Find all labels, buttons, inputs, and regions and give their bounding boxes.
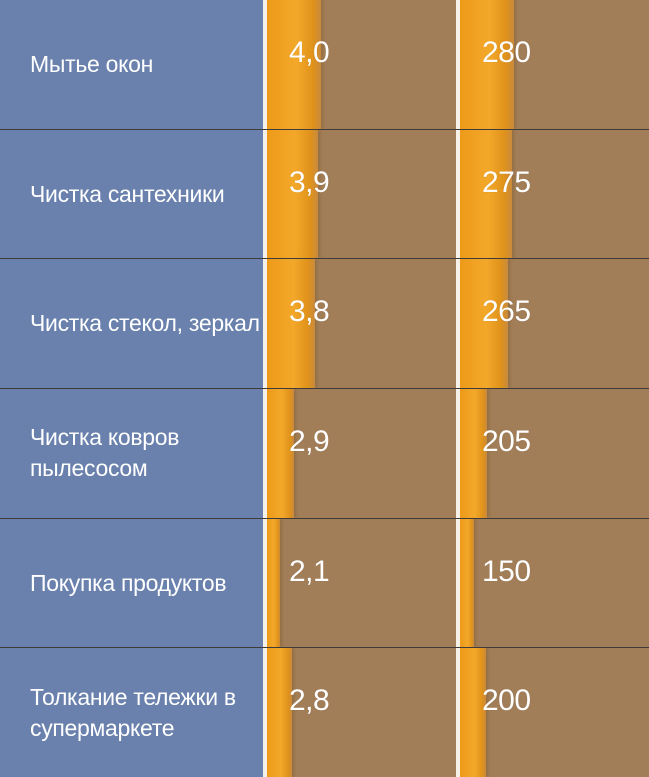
column-divider xyxy=(263,518,267,648)
value1-cell: 3,9 xyxy=(267,129,456,259)
table-row: Покупка продуктов 2,1 150 xyxy=(0,518,649,649)
table-row: Мытье окон 4,0 280 xyxy=(0,0,649,130)
value2-label: 265 xyxy=(482,295,531,329)
row-label: Чистка сантехники xyxy=(0,129,263,259)
table-row: Толкание тележки в супермаркете 2,8 200 xyxy=(0,648,649,777)
value2-label: 205 xyxy=(482,425,531,459)
column-divider xyxy=(263,0,267,129)
value1-bar xyxy=(267,259,315,389)
value1-cell: 4,0 xyxy=(267,0,456,129)
row-label: Чистка стекол, зеркал xyxy=(0,259,263,389)
column-divider xyxy=(263,648,267,777)
column-divider xyxy=(456,518,460,648)
row-label: Мытье окон xyxy=(0,0,263,129)
value1-bar xyxy=(267,0,321,129)
table-row: Чистка сантехники 3,9 275 xyxy=(0,129,649,260)
row-label: Чистка ковров пылесосом xyxy=(0,389,263,518)
value1-cell: 2,9 xyxy=(267,389,456,518)
value2-label: 150 xyxy=(482,554,531,588)
column-divider xyxy=(456,389,460,518)
column-divider xyxy=(263,389,267,518)
value2-cell: 280 xyxy=(460,0,649,129)
value2-label: 200 xyxy=(482,684,531,718)
value2-cell: 205 xyxy=(460,389,649,518)
value1-bar xyxy=(267,648,292,777)
value2-bar xyxy=(460,0,514,129)
value1-bar xyxy=(267,129,318,259)
value1-label: 2,1 xyxy=(289,554,330,588)
value1-cell: 2,8 xyxy=(267,648,456,777)
value2-bar xyxy=(460,259,508,389)
value1-label: 4,0 xyxy=(289,36,330,69)
column-divider xyxy=(456,648,460,777)
value1-bar xyxy=(267,518,280,648)
column-divider xyxy=(456,259,460,389)
column-divider xyxy=(263,259,267,389)
value2-label: 280 xyxy=(482,36,531,69)
column-divider xyxy=(263,129,267,259)
value2-bar xyxy=(460,518,474,648)
value2-bar xyxy=(460,389,487,518)
value1-label: 2,9 xyxy=(289,425,330,459)
value1-cell: 3,8 xyxy=(267,259,456,389)
value2-bar xyxy=(460,129,512,259)
value2-cell: 265 xyxy=(460,259,649,389)
value1-cell: 2,1 xyxy=(267,518,456,648)
table-row: Чистка стекол, зеркал 3,8 265 xyxy=(0,259,649,390)
value1-label: 2,8 xyxy=(289,684,330,718)
value1-label: 3,8 xyxy=(289,295,330,329)
value1-label: 3,9 xyxy=(289,165,330,199)
value2-cell: 200 xyxy=(460,648,649,777)
value1-bar xyxy=(267,389,294,518)
table-row: Чистка ковров пылесосом 2,9 205 xyxy=(0,389,649,519)
value2-cell: 150 xyxy=(460,518,649,648)
row-label: Покупка продуктов xyxy=(0,518,263,648)
value2-cell: 275 xyxy=(460,129,649,259)
column-divider xyxy=(456,129,460,259)
value2-label: 275 xyxy=(482,165,531,199)
value2-bar xyxy=(460,648,486,777)
column-divider xyxy=(456,0,460,129)
row-label: Толкание тележки в супермаркете xyxy=(0,648,263,777)
